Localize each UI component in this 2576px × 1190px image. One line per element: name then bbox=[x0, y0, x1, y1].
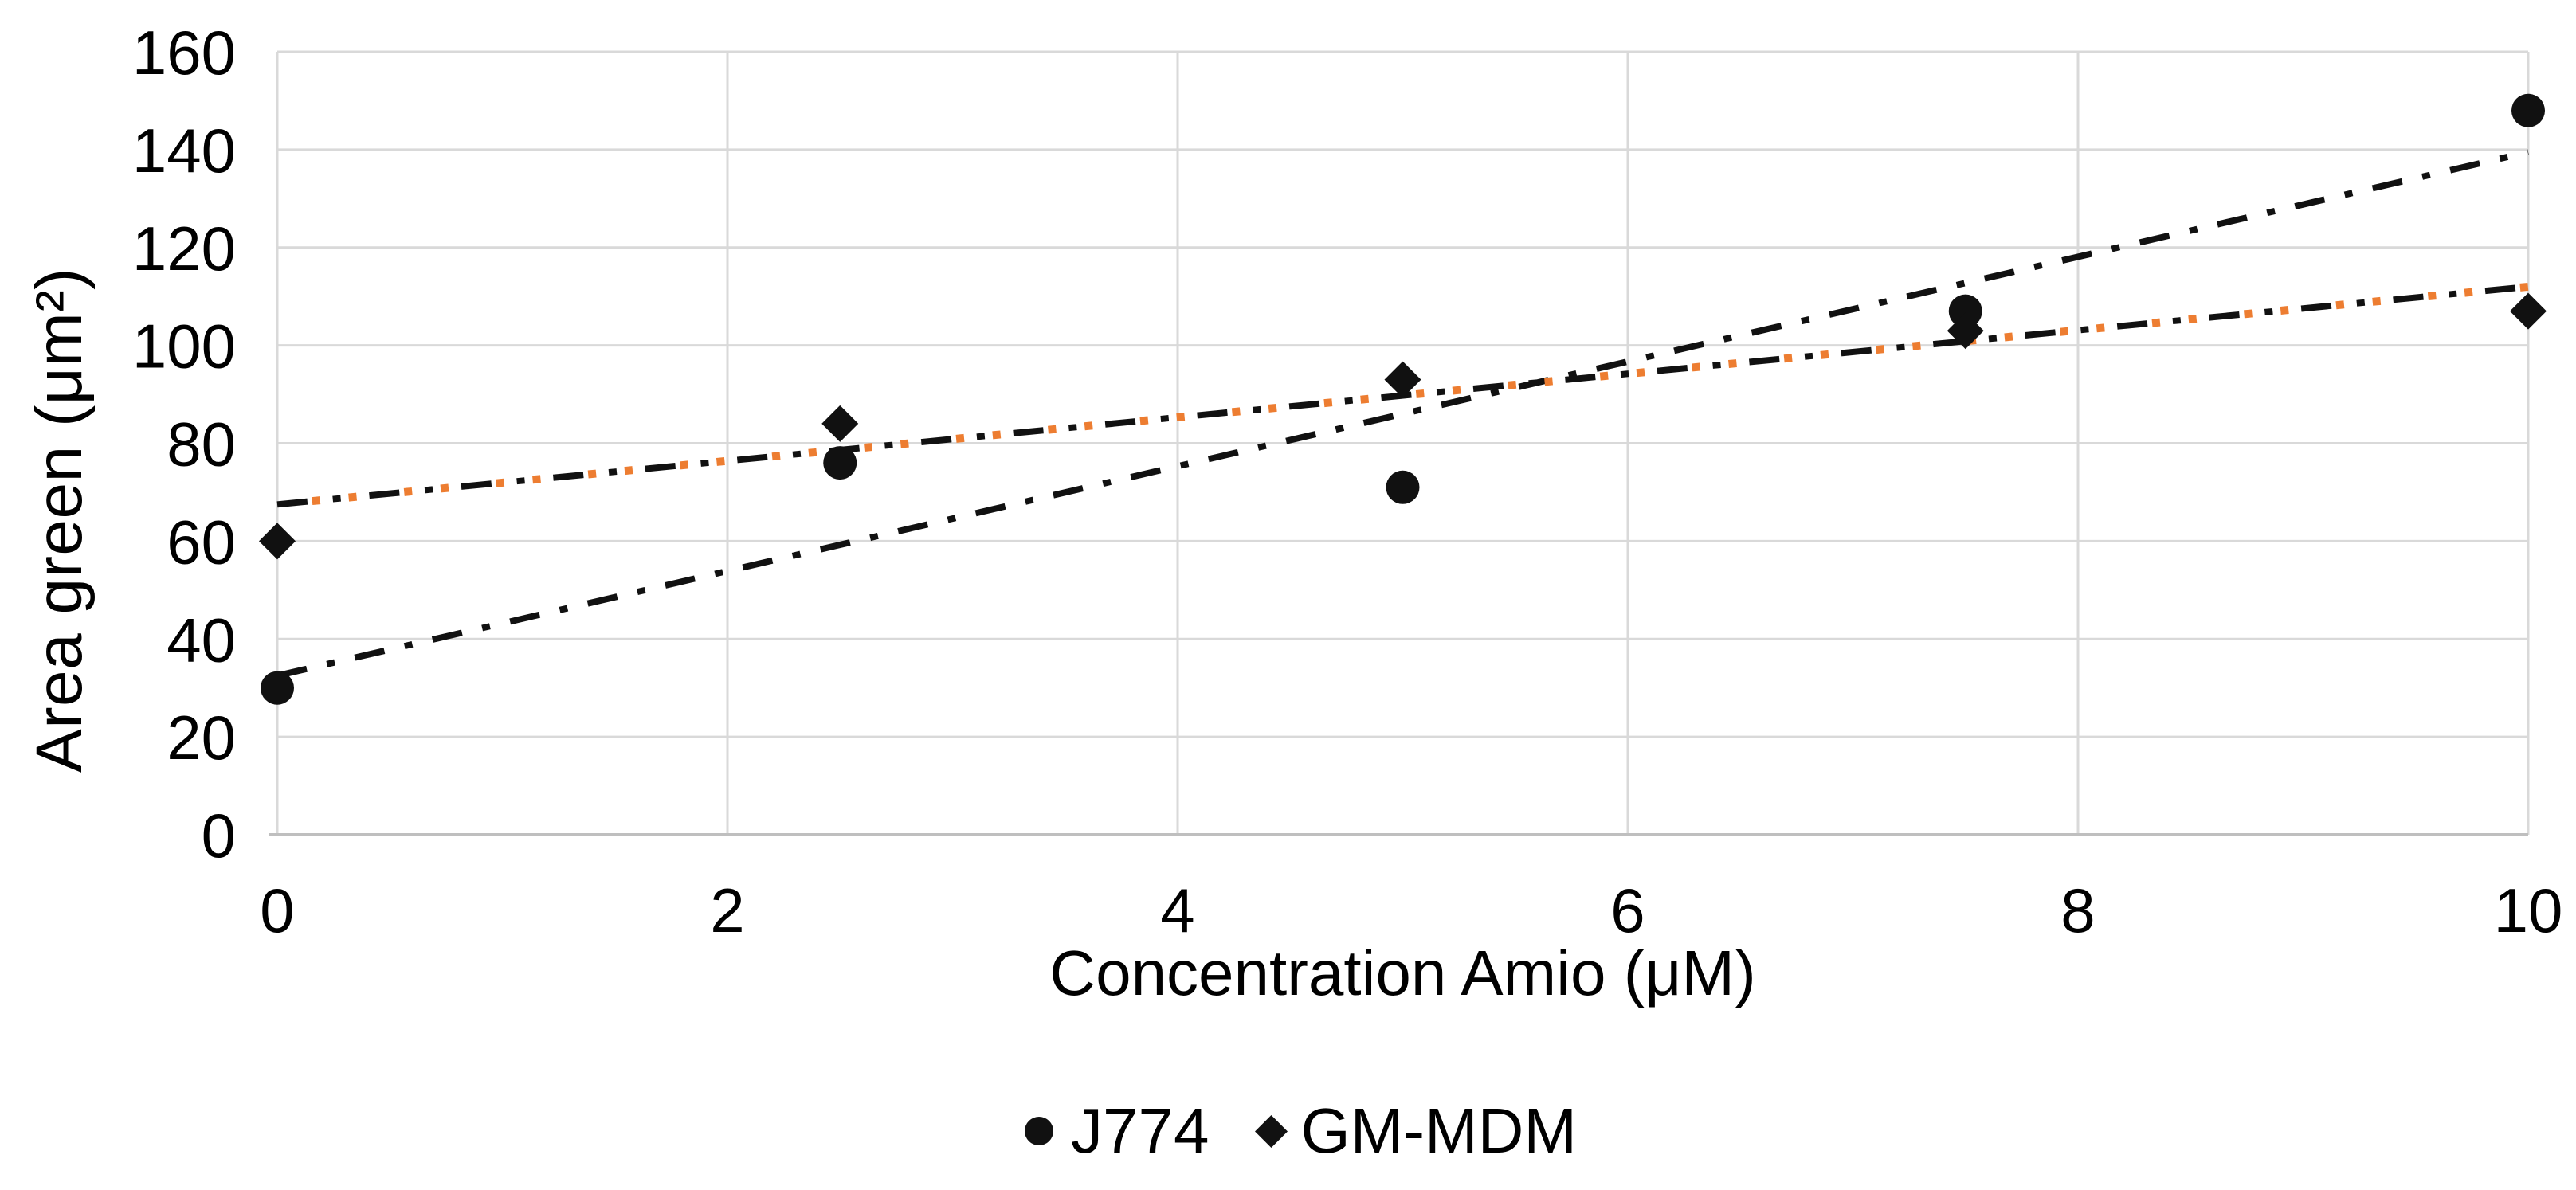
legend-label-j774: J774 bbox=[1070, 1095, 1210, 1166]
x-axis-title: Concentration Amio (μM) bbox=[1049, 938, 1756, 1008]
x-tick-label: 10 bbox=[2494, 875, 2563, 945]
data-point-j774 bbox=[2511, 93, 2545, 127]
trendline-j774 bbox=[276, 149, 2529, 679]
y-tick-label: 80 bbox=[167, 409, 236, 480]
data-point-j774 bbox=[261, 671, 294, 705]
data-point-gm-mdm bbox=[1384, 361, 1421, 398]
y-tick-label: 100 bbox=[132, 311, 236, 382]
y-tick-label: 60 bbox=[167, 507, 236, 577]
legend: J774 GM-MDM bbox=[13, 1094, 2576, 1168]
legend-item-gm-mdm: GM-MDM bbox=[1255, 1094, 1578, 1168]
x-tick-label: 4 bbox=[1160, 875, 1194, 945]
y-tick-label: 40 bbox=[167, 605, 236, 675]
x-tick-label: 2 bbox=[710, 875, 744, 945]
data-point-j774 bbox=[1386, 470, 1420, 504]
diamond-marker-icon bbox=[1255, 1114, 1288, 1148]
y-tick-label: 160 bbox=[132, 18, 236, 88]
data-point-j774 bbox=[1948, 294, 1982, 328]
legend-label-gm-mdm: GM-MDM bbox=[1300, 1095, 1578, 1166]
x-tick-label: 0 bbox=[260, 875, 294, 945]
y-tick-label: 140 bbox=[132, 115, 236, 186]
data-point-gm-mdm bbox=[259, 523, 296, 560]
legend-item-j774: J774 bbox=[1024, 1094, 1210, 1168]
trendline-gm-mdm-accent-dots bbox=[276, 282, 2529, 509]
circle-marker-icon bbox=[1024, 1117, 1053, 1145]
x-tick-label: 8 bbox=[2060, 875, 2095, 945]
y-axis-title: Area green (μm²) bbox=[23, 268, 96, 773]
y-tick-label: 20 bbox=[167, 703, 236, 773]
y-tick-label: 120 bbox=[132, 213, 236, 284]
data-point-gm-mdm bbox=[1947, 312, 1984, 350]
y-tick-label: 0 bbox=[202, 801, 236, 871]
data-point-j774 bbox=[823, 446, 857, 480]
data-point-gm-mdm bbox=[2510, 292, 2547, 330]
x-tick-label: 6 bbox=[1610, 875, 1645, 945]
data-point-gm-mdm bbox=[821, 405, 859, 442]
